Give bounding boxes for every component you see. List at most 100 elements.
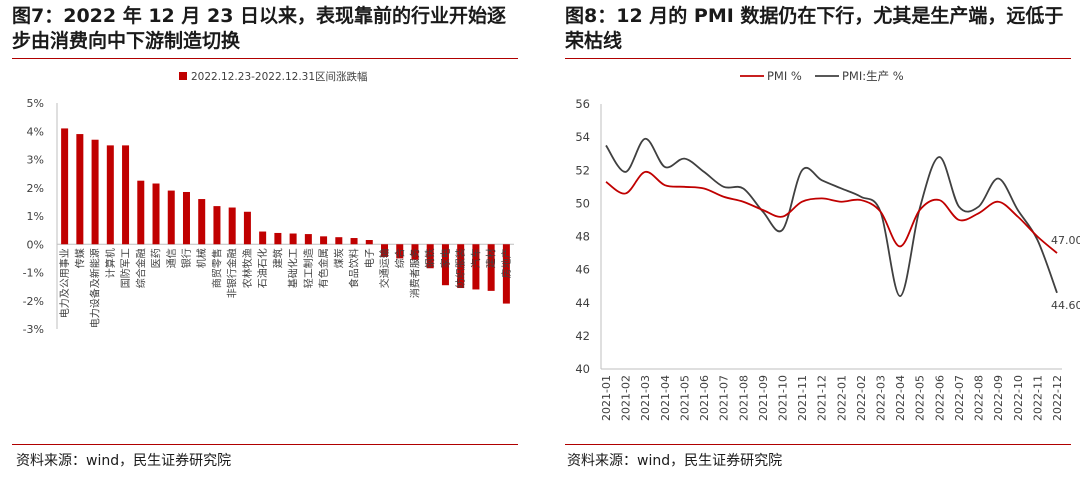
bar bbox=[228, 207, 236, 245]
bar bbox=[320, 236, 328, 245]
figure7-source: 资料来源：wind，民生证券研究院 bbox=[16, 453, 232, 469]
bar bbox=[152, 183, 160, 245]
bar bbox=[457, 244, 465, 289]
figure7-title: 图7：2022 年 12 月 23 日以来，表现靠前的行业开始逐步由消费向中下游… bbox=[12, 5, 507, 52]
y-tick-label: 0% bbox=[27, 238, 44, 251]
x-tick-label: 电力及公用事业 bbox=[58, 248, 71, 318]
title-divider bbox=[565, 58, 1071, 59]
y-tick-label: 52 bbox=[575, 163, 590, 177]
x-tick-label: 2022-01 bbox=[835, 375, 848, 421]
bar bbox=[411, 244, 419, 260]
x-tick-label: 计算机 bbox=[104, 248, 117, 278]
x-tick-label: 2022-07 bbox=[953, 375, 966, 421]
x-tick-label: 2022-11 bbox=[1031, 375, 1044, 421]
x-tick-label: 2021-12 bbox=[816, 375, 829, 421]
x-tick-label: 房地产 bbox=[500, 248, 513, 278]
x-tick-label: 2021-06 bbox=[698, 375, 711, 421]
x-tick-label: 银行 bbox=[180, 248, 193, 268]
y-tick-label: 40 bbox=[575, 362, 590, 376]
figure8-title: 图8：12 月的 PMI 数据仍在下行，尤其是生产端，远低于荣枯线 bbox=[565, 5, 1064, 52]
bar bbox=[472, 244, 480, 290]
series-line-pmi bbox=[605, 171, 1058, 254]
x-tick-label: 轻工制造 bbox=[302, 248, 315, 288]
x-tick-label: 通信 bbox=[166, 248, 178, 268]
x-tick-label: 2022-03 bbox=[875, 375, 888, 421]
y-tick-label: 56 bbox=[575, 97, 590, 111]
x-tick-label: 综合金融 bbox=[134, 248, 147, 288]
y-tick-label: 42 bbox=[575, 329, 590, 343]
x-tick-label: 石油石化 bbox=[256, 248, 269, 288]
x-tick-label: 2022-09 bbox=[992, 375, 1005, 421]
x-tick-label: 2022-12 bbox=[1051, 375, 1064, 421]
figure8-source: 资料来源：wind，民生证券研究院 bbox=[567, 453, 783, 469]
x-tick-label: 建筑 bbox=[271, 248, 284, 268]
source-divider bbox=[565, 444, 1071, 445]
x-tick-label: 2022-02 bbox=[855, 375, 868, 421]
bar bbox=[487, 244, 495, 291]
y-tick-label: 44 bbox=[575, 296, 590, 310]
x-tick-label: 2021-11 bbox=[796, 375, 809, 421]
y-tick-label: -2% bbox=[23, 295, 44, 308]
bar bbox=[274, 232, 282, 245]
bar bbox=[304, 234, 312, 245]
y-tick-label: 48 bbox=[575, 230, 590, 244]
y-tick-label: -1% bbox=[23, 267, 44, 280]
bar bbox=[182, 191, 190, 245]
x-tick-label: 农林牧渔 bbox=[241, 248, 254, 288]
x-tick-label: 2021-01 bbox=[600, 375, 613, 421]
data-label-pmi: 47.00 bbox=[1051, 234, 1080, 247]
bar bbox=[350, 238, 358, 245]
left-panel: 图7：2022 年 12 月 23 日以来，表现靠前的行业开始逐步由消费向中下游… bbox=[0, 0, 530, 485]
y-tick-label: 4% bbox=[27, 125, 44, 138]
x-tick-label: 家电 bbox=[439, 248, 452, 268]
bar bbox=[426, 244, 434, 269]
bar-chart: 2022.12.23-2022.12.31区间涨跌幅 5% 4% 3% 2% 1% 0% -1… bbox=[23, 70, 514, 336]
x-tick-label: 2021-05 bbox=[678, 375, 691, 421]
bar bbox=[76, 134, 84, 245]
x-tick-label: 2022-08 bbox=[973, 375, 986, 421]
x-tick-label: 建材 bbox=[485, 248, 498, 268]
x-tick-label: 传媒 bbox=[74, 248, 86, 268]
y-tick-label: 2% bbox=[27, 182, 44, 195]
bar bbox=[365, 240, 373, 245]
x-tick-label: 商贸零售 bbox=[210, 248, 223, 288]
x-tick-label: 消费者服务 bbox=[408, 248, 421, 298]
bar bbox=[381, 244, 389, 257]
x-tick-label: 有色金属 bbox=[317, 248, 330, 288]
x-tick-label: 交通运输 bbox=[378, 248, 391, 288]
y-tick-label: 1% bbox=[27, 210, 44, 223]
legend-label: 2022.12.23-2022.12.31区间涨跌幅 bbox=[191, 70, 368, 83]
bar bbox=[289, 233, 297, 245]
x-tick-label: 机械 bbox=[195, 248, 208, 268]
x-tick-label: 2022-04 bbox=[894, 375, 907, 421]
x-tick-label: 汽车 bbox=[469, 248, 482, 268]
x-tick-label: 煤炭 bbox=[332, 248, 345, 268]
x-tick-label: 2021-03 bbox=[639, 375, 652, 421]
x-tick-label: 2022-10 bbox=[1012, 375, 1025, 421]
x-tick-label: 纺织服装 bbox=[454, 248, 467, 288]
y-tick-label: -3% bbox=[23, 323, 44, 336]
bar bbox=[259, 231, 267, 245]
title-divider bbox=[12, 58, 518, 59]
y-tick-label: 3% bbox=[27, 154, 44, 167]
x-tick-label: 国防军工 bbox=[119, 248, 132, 288]
bar bbox=[198, 199, 206, 245]
bar bbox=[137, 180, 145, 245]
y-tick-label: 50 bbox=[575, 196, 590, 210]
legend-label: PMI:生产 % bbox=[842, 69, 904, 83]
bar bbox=[441, 244, 449, 286]
bar bbox=[243, 211, 251, 245]
bar bbox=[213, 206, 221, 245]
right-panel: 图8：12 月的 PMI 数据仍在下行，尤其是生产端，远低于荣枯线 PMI % P… bbox=[555, 0, 1080, 485]
legend-label: PMI % bbox=[767, 69, 802, 83]
x-tick-label: 2021-09 bbox=[757, 375, 770, 421]
bar bbox=[335, 237, 343, 245]
bar bbox=[167, 190, 175, 245]
x-tick-label: 电子 bbox=[363, 248, 376, 268]
x-tick-label: 2021-07 bbox=[718, 375, 731, 421]
x-tick-label: 钢铁 bbox=[424, 248, 437, 268]
x-tick-label: 综合 bbox=[393, 248, 406, 268]
x-tick-label: 电力设备及新能源 bbox=[89, 248, 102, 328]
x-tick-label: 非银行金融 bbox=[226, 248, 239, 298]
series-line-production bbox=[605, 137, 1058, 298]
